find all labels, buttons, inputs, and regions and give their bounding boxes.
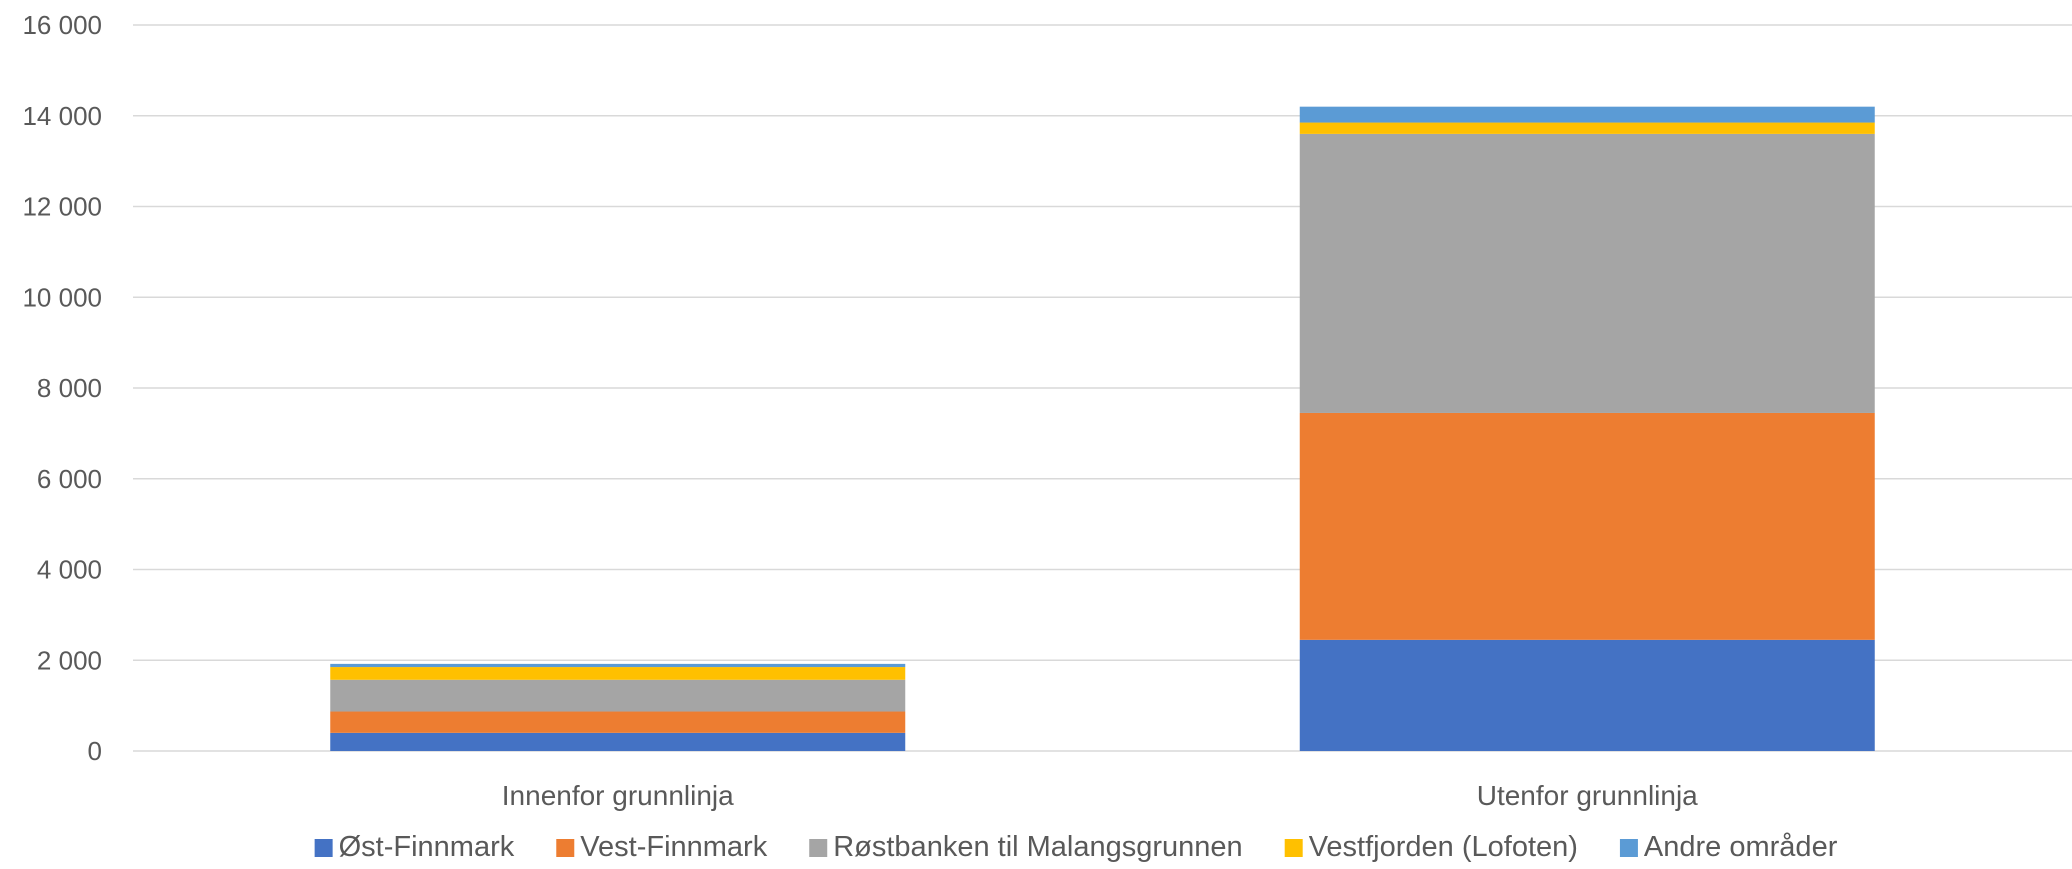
legend-item: Vest-Finnmark: [556, 831, 768, 863]
bars: [330, 106, 1875, 751]
legend-label: Røstbanken til Malangsgrunnen: [833, 831, 1242, 863]
legend-item: Vestfjorden (Lofoten): [1284, 831, 1578, 863]
y-tick-label: 4 000: [37, 555, 102, 585]
bar-segment: [330, 679, 906, 712]
x-category-label: Utenfor grunnlinja: [1477, 780, 1698, 811]
y-tick-label: 0: [88, 736, 102, 766]
legend-swatch: [1284, 839, 1303, 857]
legend-swatch: [314, 839, 333, 857]
bar-segment: [1299, 122, 1875, 134]
bar-segment: [1299, 133, 1875, 413]
x-category-label: Innenfor grunnlinja: [502, 780, 734, 811]
y-axis-tick-labels: 0 2 000 4 000 6 000 8 000 10 000 12 000 14 000 1…: [22, 10, 102, 766]
bar-segment: [330, 732, 906, 751]
y-tick-label: 6 000: [37, 464, 102, 494]
y-tick-label: 8 000: [37, 373, 102, 403]
legend-label: Vest-Finnmark: [580, 831, 767, 863]
y-tick-label: 2 000: [37, 645, 102, 675]
legend-swatch: [809, 839, 828, 857]
legend-item: Røstbanken til Malangsgrunnen: [809, 831, 1243, 863]
y-tick-label: 12 000: [22, 192, 102, 222]
legend-item: Øst-Finnmark: [314, 831, 515, 863]
y-tick-label: 10 000: [22, 282, 102, 312]
gridlines: [133, 24, 2072, 752]
legend-swatch: [1619, 839, 1638, 857]
legend: Øst-Finnmark Vest-Finnmark Røstbanken til …: [314, 831, 1838, 863]
legend-item: Andre områder: [1619, 831, 1838, 863]
legend-label: Andre områder: [1644, 831, 1838, 863]
bar-segment: [330, 711, 906, 733]
legend-label: Øst-Finnmark: [339, 831, 515, 863]
bar-segment: [1299, 412, 1875, 640]
x-axis-category-labels: Innenfor grunnlinja Utenfor grunnlinja: [502, 780, 1698, 811]
bar-segment: [1299, 639, 1875, 751]
bar-segment: [1299, 106, 1875, 123]
legend-label: Vestfjorden (Lofoten): [1309, 831, 1578, 863]
y-tick-label: 14 000: [22, 101, 102, 131]
y-tick-label: 16 000: [22, 10, 102, 40]
bar-segment: [330, 663, 906, 668]
legend-swatch: [556, 839, 575, 857]
bar-segment: [330, 667, 906, 680]
